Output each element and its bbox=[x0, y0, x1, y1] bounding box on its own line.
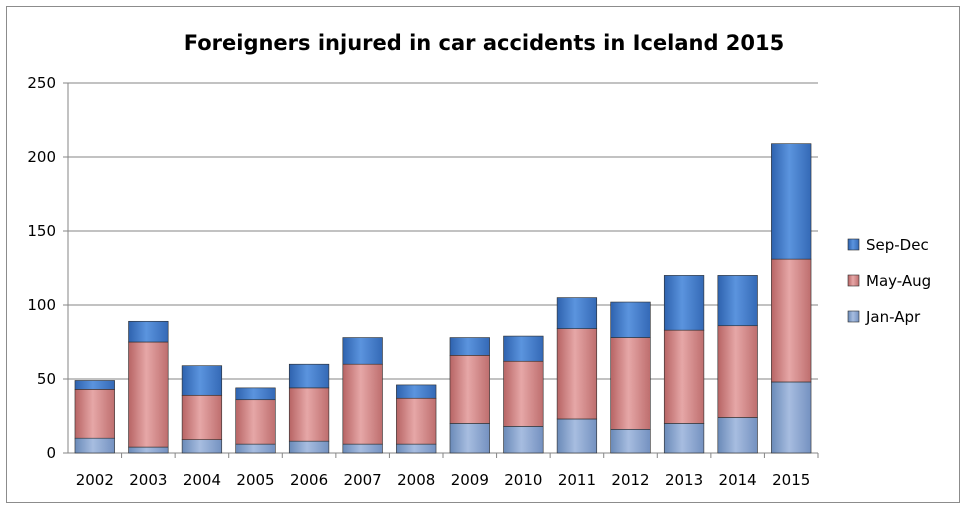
bar-sep-dec-2003 bbox=[128, 320, 169, 343]
bar-sep-dec-2004 bbox=[181, 365, 223, 396]
y-tick-label: 200 bbox=[27, 148, 56, 166]
bar-sep-dec-2012 bbox=[610, 301, 651, 338]
x-tick-label: 2009 bbox=[451, 471, 489, 489]
bar-sep-dec-2007 bbox=[342, 337, 383, 365]
y-tick-label: 50 bbox=[37, 370, 56, 388]
bar-may-aug-2002 bbox=[74, 389, 115, 439]
y-tick-label: 150 bbox=[27, 222, 56, 240]
bar-may-aug-2003 bbox=[128, 341, 169, 448]
bar-may-aug-2014 bbox=[717, 325, 758, 418]
bar-may-aug-2013 bbox=[663, 329, 705, 424]
bar-jan-apr-2015 bbox=[771, 381, 812, 454]
x-tick-label: 2005 bbox=[236, 471, 274, 489]
x-tick-label: 2015 bbox=[772, 471, 810, 489]
bar-jan-apr-2009 bbox=[449, 423, 490, 454]
y-tick-label: 250 bbox=[27, 74, 56, 92]
bar-sep-dec-2015 bbox=[771, 143, 812, 260]
gridlines bbox=[63, 82, 819, 458]
bars bbox=[74, 143, 812, 454]
bar-jan-apr-2010 bbox=[503, 426, 544, 454]
bar-may-aug-2009 bbox=[449, 355, 490, 424]
x-tick-label: 2004 bbox=[183, 471, 221, 489]
x-tick-label: 2002 bbox=[76, 471, 114, 489]
bar-sep-dec-2006 bbox=[288, 363, 330, 389]
bar-sep-dec-2014 bbox=[717, 275, 758, 327]
bar-jan-apr-2005 bbox=[235, 443, 276, 454]
bar-jan-apr-2012 bbox=[610, 429, 651, 454]
x-tick-label: 2008 bbox=[397, 471, 435, 489]
bar-jan-apr-2008 bbox=[396, 443, 437, 454]
bar-sep-dec-2008 bbox=[396, 384, 437, 399]
legend-swatch-jan-apr bbox=[847, 310, 860, 323]
bar-jan-apr-2013 bbox=[663, 423, 705, 454]
bar-may-aug-2011 bbox=[556, 328, 598, 420]
legend-swatch-may-aug bbox=[847, 274, 860, 287]
y-axis-ticks: 0 50 100 150 200 250 bbox=[27, 74, 56, 462]
legend-label-may-aug: May-Aug bbox=[866, 272, 931, 290]
x-tick-label: 2010 bbox=[504, 471, 542, 489]
legend-swatch-sep-dec bbox=[847, 238, 860, 251]
y-tick-label: 0 bbox=[46, 444, 56, 462]
bar-sep-dec-2010 bbox=[503, 335, 544, 362]
bar-sep-dec-2009 bbox=[449, 337, 490, 356]
bar-jan-apr-2004 bbox=[181, 439, 223, 454]
x-tick-label: 2006 bbox=[290, 471, 328, 489]
bar-jan-apr-2007 bbox=[342, 443, 383, 454]
x-tick-label: 2011 bbox=[558, 471, 596, 489]
bar-sep-dec-2002 bbox=[74, 380, 115, 390]
legend-label-sep-dec: Sep-Dec bbox=[866, 236, 929, 254]
y-tick-label: 100 bbox=[27, 296, 56, 314]
bar-may-aug-2005 bbox=[235, 399, 276, 445]
x-tick-label: 2014 bbox=[719, 471, 757, 489]
bar-jan-apr-2011 bbox=[556, 418, 598, 454]
bar-sep-dec-2011 bbox=[556, 297, 598, 329]
x-tick-label: 2013 bbox=[665, 471, 703, 489]
bar-may-aug-2008 bbox=[396, 397, 437, 445]
bar-jan-apr-2006 bbox=[288, 440, 330, 454]
bar-may-aug-2012 bbox=[610, 337, 651, 430]
x-tick-label: 2003 bbox=[129, 471, 167, 489]
bar-jan-apr-2014 bbox=[717, 417, 758, 454]
bar-may-aug-2007 bbox=[342, 363, 383, 445]
x-tick-label: 2012 bbox=[611, 471, 649, 489]
bar-may-aug-2015 bbox=[771, 258, 812, 383]
chart-title: Foreigners injured in car accidents in I… bbox=[184, 31, 785, 55]
legend: Sep-Dec May-Aug Jan-Apr bbox=[847, 236, 931, 326]
bar-may-aug-2004 bbox=[181, 394, 223, 440]
bar-sep-dec-2013 bbox=[663, 275, 705, 331]
bar-may-aug-2010 bbox=[503, 360, 544, 427]
x-tick-label: 2007 bbox=[344, 471, 382, 489]
bar-sep-dec-2005 bbox=[235, 387, 276, 401]
bar-may-aug-2006 bbox=[288, 387, 330, 442]
legend-label-jan-apr: Jan-Apr bbox=[865, 308, 921, 326]
x-axis-ticks: 2002 2003 2004 2005 2006 2007 2008 2009 2010 2011… bbox=[76, 471, 811, 489]
bar-jan-apr-2003 bbox=[128, 446, 169, 454]
bar-jan-apr-2002 bbox=[74, 437, 115, 454]
